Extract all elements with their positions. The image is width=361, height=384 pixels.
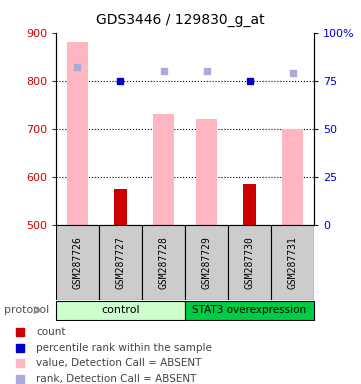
FancyBboxPatch shape — [185, 225, 228, 300]
Text: protocol: protocol — [4, 305, 49, 315]
Text: STAT3 overexpression: STAT3 overexpression — [192, 305, 306, 315]
Bar — [114, 189, 127, 225]
Text: GDS3446 / 129830_g_at: GDS3446 / 129830_g_at — [96, 13, 265, 27]
Bar — [196, 119, 217, 225]
FancyBboxPatch shape — [271, 225, 314, 300]
Bar — [282, 129, 303, 225]
Text: GSM287729: GSM287729 — [201, 236, 212, 288]
Text: GSM287730: GSM287730 — [244, 236, 255, 288]
FancyBboxPatch shape — [56, 301, 185, 319]
Text: control: control — [101, 305, 140, 315]
FancyBboxPatch shape — [185, 301, 314, 319]
FancyBboxPatch shape — [142, 225, 185, 300]
Text: GSM287726: GSM287726 — [73, 236, 82, 288]
FancyBboxPatch shape — [56, 225, 99, 300]
Bar — [153, 114, 174, 225]
Text: GSM287727: GSM287727 — [116, 236, 126, 288]
Bar — [243, 184, 256, 225]
Text: percentile rank within the sample: percentile rank within the sample — [36, 343, 212, 353]
FancyBboxPatch shape — [99, 225, 142, 300]
Text: rank, Detection Call = ABSENT: rank, Detection Call = ABSENT — [36, 374, 196, 384]
Bar — [67, 42, 88, 225]
FancyBboxPatch shape — [228, 225, 271, 300]
Text: GSM287728: GSM287728 — [158, 236, 169, 288]
Text: value, Detection Call = ABSENT: value, Detection Call = ABSENT — [36, 358, 201, 368]
Text: GSM287731: GSM287731 — [288, 236, 297, 288]
Text: count: count — [36, 327, 66, 337]
